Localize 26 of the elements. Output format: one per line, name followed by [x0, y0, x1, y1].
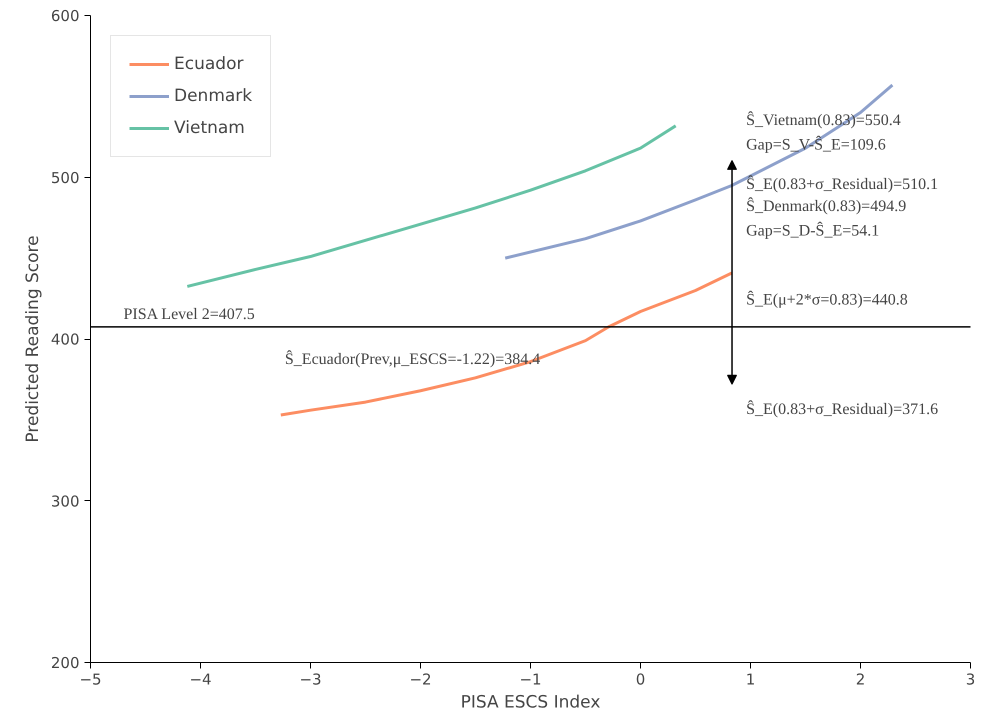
legend-label: Denmark	[174, 86, 252, 106]
annotation: Ŝ_E(0.83+σ_Residual)=510.1	[746, 174, 938, 193]
annotation: Ŝ_Denmark(0.83)=494.9	[746, 196, 906, 215]
annotation: Ŝ_E(μ+2*σ=0.83)=440.8	[746, 290, 908, 309]
x-tick-label: −3	[299, 670, 322, 688]
y-tick-label: 400	[50, 330, 80, 348]
ref-line-label: PISA Level 2=407.5	[124, 306, 255, 323]
y-tick-label: 600	[50, 7, 80, 25]
x-tick-label: −4	[189, 670, 212, 688]
x-tick-label: 1	[746, 670, 756, 688]
y-tick-label: 200	[50, 654, 80, 672]
y-tick-label: 500	[50, 168, 80, 187]
legend-label: Vietnam	[174, 118, 245, 138]
annotation: Ŝ_E(0.83+σ_Residual)=371.6	[746, 400, 938, 418]
x-tick-label: −5	[79, 670, 102, 688]
y-tick-label: 300	[50, 492, 80, 510]
legend-label: Ecuador	[174, 54, 244, 74]
x-tick-label: 0	[636, 670, 646, 688]
y-axis-title: Predicted Reading Score	[22, 235, 43, 443]
x-tick-label: 3	[966, 670, 976, 688]
annotation: Gap=S_D-Ŝ_E=54.1	[746, 221, 880, 240]
x-tick-label: −1	[519, 670, 542, 688]
x-tick-label: −2	[409, 670, 432, 688]
x-axis-title: PISA ESCS Index	[460, 692, 600, 712]
x-tick-label: 2	[856, 670, 866, 688]
line-series	[279, 272, 734, 417]
